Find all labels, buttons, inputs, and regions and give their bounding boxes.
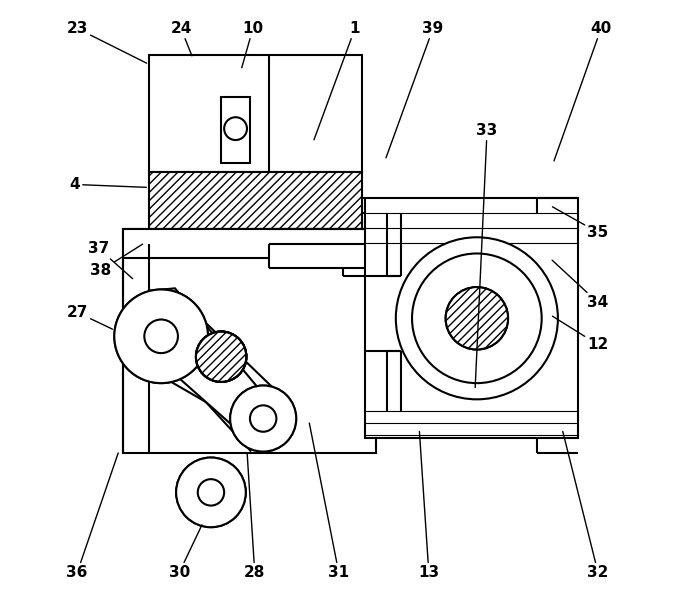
Circle shape — [115, 289, 208, 383]
Text: 23: 23 — [67, 21, 147, 63]
Bar — [123, 230, 376, 453]
Bar — [123, 230, 149, 244]
Circle shape — [144, 320, 178, 353]
Circle shape — [224, 117, 247, 140]
Circle shape — [115, 289, 208, 383]
Text: 30: 30 — [168, 525, 202, 580]
Text: 10: 10 — [242, 21, 264, 68]
Circle shape — [250, 405, 276, 432]
Bar — [149, 55, 362, 172]
Circle shape — [176, 458, 246, 527]
Text: 28: 28 — [244, 453, 266, 580]
Text: 32: 32 — [563, 431, 609, 580]
Circle shape — [196, 332, 247, 382]
Text: 4: 4 — [69, 177, 146, 192]
Bar — [149, 230, 362, 244]
Circle shape — [446, 287, 508, 350]
Circle shape — [230, 385, 296, 452]
Circle shape — [446, 287, 508, 350]
Circle shape — [250, 405, 276, 432]
Text: 37: 37 — [88, 241, 133, 279]
Circle shape — [412, 253, 542, 383]
Text: 34: 34 — [552, 260, 609, 310]
Text: 31: 31 — [309, 423, 349, 580]
Text: 33: 33 — [475, 123, 497, 388]
Text: 36: 36 — [67, 453, 118, 580]
Circle shape — [196, 332, 247, 382]
Circle shape — [196, 332, 247, 382]
Circle shape — [196, 332, 247, 382]
Polygon shape — [145, 288, 271, 438]
Circle shape — [230, 385, 296, 452]
Text: 40: 40 — [554, 21, 612, 161]
Circle shape — [144, 320, 178, 353]
Text: 13: 13 — [419, 432, 439, 580]
Text: 24: 24 — [171, 21, 192, 56]
Circle shape — [197, 479, 224, 505]
Bar — [365, 198, 578, 438]
Circle shape — [176, 458, 246, 527]
Bar — [149, 172, 362, 230]
Text: 35: 35 — [553, 207, 609, 240]
Text: 38: 38 — [90, 244, 143, 278]
Bar — [221, 98, 250, 163]
Circle shape — [197, 479, 224, 505]
Text: 12: 12 — [553, 316, 609, 352]
Text: 27: 27 — [67, 305, 113, 329]
Circle shape — [396, 237, 558, 399]
Text: 39: 39 — [386, 21, 443, 158]
Text: 1: 1 — [314, 21, 361, 140]
